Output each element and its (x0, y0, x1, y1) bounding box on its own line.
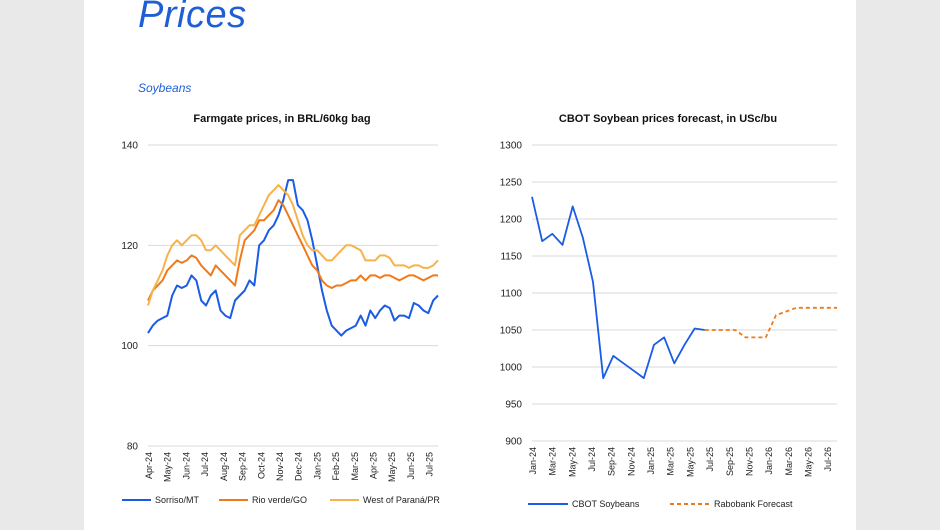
y-tick-label: 900 (505, 437, 522, 448)
x-tick-label: Jan-25 (646, 447, 656, 475)
x-tick-label: Mar-24 (548, 447, 558, 476)
x-tick-label: Mar-25 (666, 447, 676, 476)
farmgate-chart-title: Farmgate prices, in BRL/60kg bag (193, 113, 370, 125)
y-tick-label: 1150 (500, 252, 522, 263)
x-tick-label: Sep-25 (725, 447, 735, 476)
x-tick-label: Feb-25 (331, 452, 341, 481)
farmgate-series (147, 179, 439, 337)
y-tick-label: 950 (505, 400, 522, 411)
slide: Prices Soybeans (84, 0, 856, 530)
x-tick-label: Sep-24 (238, 452, 248, 481)
legend-label: Sorriso/MT (155, 495, 200, 505)
y-tick-label: 1000 (500, 363, 523, 374)
x-tick-label: Sep-24 (607, 447, 617, 476)
x-tick-label: Jul-26 (823, 447, 833, 472)
cbot-y-ticks: 900 950 1000 1050 1100 1150 1200 1250 1300 (500, 141, 523, 448)
page-title: Prices (138, 0, 247, 36)
series-line (704, 306, 837, 339)
x-tick-label: Nov-24 (275, 452, 285, 481)
series-line (147, 184, 439, 306)
cbot-x-ticks: Jan-24 Mar-24 May-24 Jul-24 Sep-24 Nov-24 Jan-… (528, 447, 833, 477)
x-tick-label: Nov-24 (626, 447, 636, 476)
x-tick-label: Jan-24 (528, 447, 538, 475)
y-tick-label: 1300 (500, 141, 523, 152)
series-line (531, 196, 705, 380)
x-tick-label: Jul-24 (200, 452, 210, 477)
y-tick-label: 1050 (500, 326, 523, 337)
cbot-series (531, 196, 837, 380)
x-tick-label: May-24 (567, 447, 577, 477)
y-tick-label: 120 (121, 241, 138, 252)
y-tick-label: 1250 (500, 178, 523, 189)
farmgate-legend: Sorriso/MT Rio verde/GO West of Paraná/PR (122, 495, 440, 505)
farmgate-gridlines (148, 144, 438, 447)
cbot-legend: CBOT Soybeans Rabobank Forecast (528, 499, 793, 509)
series-line (147, 199, 438, 301)
x-tick-label: Apr-25 (369, 452, 379, 479)
x-tick-label: Jul-25 (705, 447, 715, 472)
x-tick-label: Mar-26 (784, 447, 794, 476)
y-tick-label: 100 (121, 341, 138, 352)
farmgate-y-ticks: 80 100 120 140 (121, 141, 138, 453)
x-tick-label: Oct-24 (256, 452, 266, 479)
legend-label: Rio verde/GO (252, 495, 307, 505)
cbot-gridlines (532, 144, 837, 442)
cbot-chart-title: CBOT Soybean prices forecast, in USc/bu (559, 113, 777, 125)
farmgate-chart: Farmgate prices, in BRL/60kg bag 80 100 12… (121, 113, 440, 505)
series-line (147, 179, 439, 337)
cbot-chart: CBOT Soybean prices forecast, in USc/bu … (500, 113, 837, 509)
x-tick-label: Jan-25 (312, 452, 322, 480)
y-tick-label: 140 (121, 141, 138, 152)
x-tick-label: May-26 (803, 447, 813, 477)
x-tick-label: Jan-26 (764, 447, 774, 475)
legend-label: West of Paraná/PR (363, 495, 440, 505)
x-tick-label: May-24 (163, 452, 173, 482)
y-tick-label: 80 (127, 442, 139, 453)
section-label: Soybeans (138, 81, 192, 95)
legend-label: CBOT Soybeans (572, 499, 640, 509)
x-tick-label: Aug-24 (219, 452, 229, 481)
x-tick-label: Mar-25 (350, 452, 360, 481)
x-tick-label: Jun-24 (181, 452, 191, 480)
y-tick-label: 1200 (500, 215, 523, 226)
y-tick-label: 1100 (500, 289, 522, 300)
x-tick-label: Jul-24 (587, 447, 597, 472)
x-tick-label: Jun-25 (406, 452, 416, 480)
farmgate-x-ticks: Apr-24 May-24 Jun-24 Jul-24 Aug-24 Sep-24 Oct-… (144, 452, 435, 482)
x-tick-label: Jul-25 (425, 452, 435, 477)
x-tick-label: May-25 (387, 452, 397, 482)
x-tick-label: Apr-24 (144, 452, 154, 479)
x-tick-label: May-25 (685, 447, 695, 477)
x-tick-label: Nov-25 (744, 447, 754, 476)
x-tick-label: Dec-24 (294, 452, 304, 481)
legend-label: Rabobank Forecast (714, 499, 793, 509)
